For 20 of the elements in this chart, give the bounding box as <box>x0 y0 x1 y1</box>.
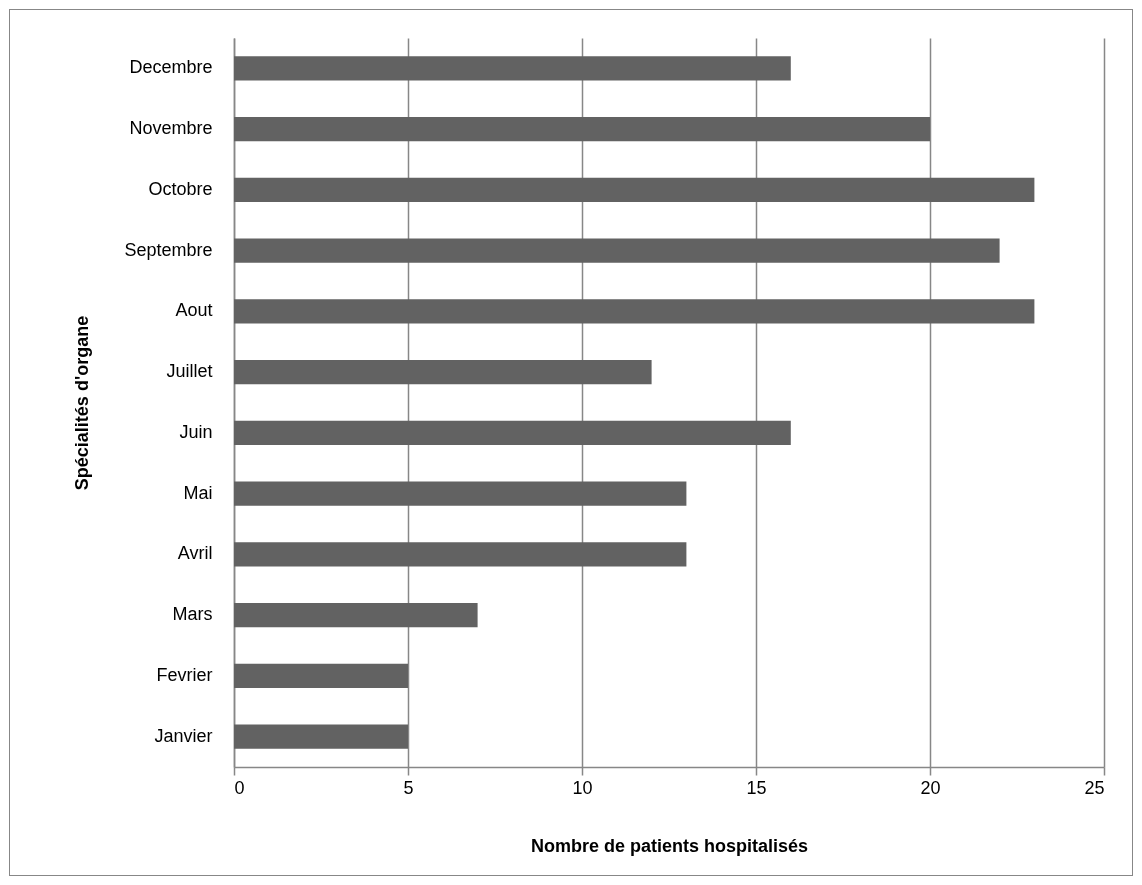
x-tick-label: 10 <box>572 777 593 798</box>
y-tick-label: Juillet <box>166 361 213 382</box>
y-tick-label: Avril <box>177 543 213 564</box>
y-tick-label: Septembre <box>124 239 213 260</box>
y-tick-label: Juin <box>179 421 213 442</box>
x-axis-title: Nombre de patients hospitalisés <box>530 835 809 856</box>
y-tick-label: Mai <box>183 482 213 503</box>
y-tick-label: Aout <box>175 300 213 321</box>
x-tick-label: 20 <box>920 777 941 798</box>
y-tick-label: Decembre <box>129 57 213 78</box>
y-axis-title: Spécialités d'organe <box>72 315 93 491</box>
y-tick-label: Novembre <box>129 118 213 139</box>
y-tick-label: Octobre <box>148 178 213 199</box>
y-tick-label: Mars <box>172 604 213 625</box>
x-tick-label: 5 <box>403 777 414 798</box>
x-tick-label: 25 <box>1084 777 1105 798</box>
x-tick-label: 0 <box>234 777 245 798</box>
y-tick-label: Fevrier <box>156 664 213 685</box>
x-tick-label: 15 <box>746 777 767 798</box>
y-tick-label: Janvier <box>154 725 213 746</box>
